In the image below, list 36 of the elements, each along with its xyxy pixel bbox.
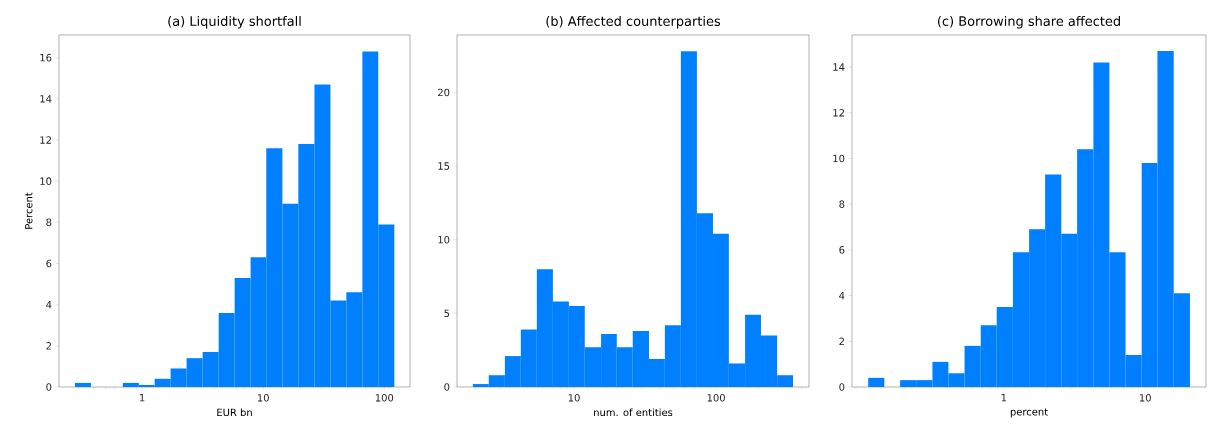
y-tick-label: 14 — [833, 63, 845, 71]
x-tick-label: 10 — [1139, 394, 1151, 402]
y-tick-label: 10 — [438, 235, 450, 244]
y-tick-label: 4 — [46, 301, 52, 309]
y-axis-title: Percent — [25, 192, 33, 229]
x-tick-label: 1 — [1001, 394, 1007, 402]
x-tick-label: 10 — [257, 394, 269, 402]
x-axis-title: percent — [1010, 408, 1048, 418]
y-tick-label: 6 — [46, 259, 52, 268]
x-axis-title: num. of entities — [594, 408, 673, 417]
chart-title: (c) Borrowing share affected — [938, 15, 1120, 29]
y-tick-label: 12 — [40, 136, 51, 144]
y-tick-label: 2 — [46, 342, 51, 350]
x-tick-label: 100 — [707, 394, 725, 402]
y-tick-label: 2 — [839, 337, 844, 345]
y-tick-label: 10 — [833, 154, 845, 163]
x-tick-label: 1 — [140, 394, 145, 402]
x-tick-label: 10 — [568, 394, 580, 402]
y-tick-label: 0 — [444, 383, 450, 391]
y-tick-label: 6 — [839, 246, 845, 254]
y-tick-label: 14 — [40, 95, 52, 103]
y-tick-label: 8 — [46, 218, 52, 227]
chart-title: (a) Liquidity shortfall — [168, 15, 301, 29]
y-tick-label: 20 — [438, 88, 450, 97]
chart-title: (b) Affected counterparties — [546, 15, 721, 29]
y-tick-label: 4 — [839, 291, 845, 300]
y-tick-label: 5 — [444, 309, 450, 318]
y-tick-label: 12 — [833, 109, 844, 117]
y-tick-label: 16 — [40, 53, 52, 62]
x-tick-label: 100 — [375, 394, 394, 402]
y-tick-label: 0 — [839, 383, 845, 391]
y-tick-label: 8 — [839, 200, 845, 208]
y-tick-label: 0 — [46, 383, 52, 391]
y-tick-label: 10 — [40, 177, 52, 185]
x-axis-title: EUR bn — [217, 408, 252, 417]
y-tick-label: 15 — [438, 162, 450, 170]
